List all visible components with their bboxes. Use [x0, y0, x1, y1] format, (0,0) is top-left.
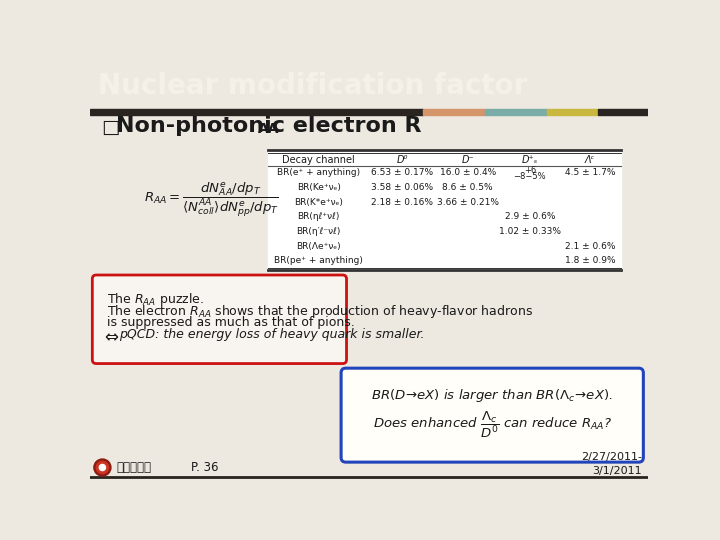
Bar	[547, 110, 598, 115]
Text: −8−5%: −8−5%	[513, 172, 546, 181]
Text: BR(Ke⁺νₑ): BR(Ke⁺νₑ)	[297, 183, 341, 192]
Text: AA: AA	[258, 123, 279, 137]
Text: □: □	[102, 119, 120, 137]
Text: 2/27/2011-
3/1/2011: 2/27/2011- 3/1/2011	[581, 453, 642, 476]
Text: 3.66 ± 0.21%: 3.66 ± 0.21%	[437, 198, 499, 207]
Bar	[269, 150, 621, 269]
Bar	[90, 110, 423, 115]
Bar	[598, 110, 648, 115]
Circle shape	[94, 459, 111, 476]
Text: BR(η′ℓ⁻νℓ): BR(η′ℓ⁻νℓ)	[297, 227, 341, 236]
Text: D⁰: D⁰	[396, 156, 408, 165]
Text: BR(K*e⁺νₑ): BR(K*e⁺νₑ)	[294, 198, 343, 207]
Text: 6.53 ± 0.17%: 6.53 ± 0.17%	[371, 168, 433, 178]
Text: 8.6 ± 0.5%: 8.6 ± 0.5%	[443, 183, 493, 192]
Bar	[423, 110, 485, 115]
Text: BR(pe⁺ + anything): BR(pe⁺ + anything)	[274, 256, 363, 265]
Circle shape	[99, 464, 106, 470]
Text: 16.0 ± 0.4%: 16.0 ± 0.4%	[440, 168, 496, 178]
Text: pQCD: the energy loss of heavy quark is smaller.: pQCD: the energy loss of heavy quark is …	[120, 328, 425, 341]
FancyBboxPatch shape	[92, 275, 346, 363]
Text: Λ⁣ᶜ: Λ⁣ᶜ	[585, 156, 595, 165]
Text: is suppressed as much as that of pions.: is suppressed as much as that of pions.	[107, 316, 355, 329]
Text: 4.5 ± 1.7%: 4.5 ± 1.7%	[564, 168, 615, 178]
Text: BR(Λe⁺νₑ): BR(Λe⁺νₑ)	[297, 241, 341, 251]
Text: +6: +6	[523, 166, 536, 175]
Text: 3.58 ± 0.06%: 3.58 ± 0.06%	[371, 183, 433, 192]
Text: ⇔: ⇔	[104, 328, 118, 346]
Text: 경북대학교: 경북대학교	[117, 461, 151, 474]
Text: Decay channel: Decay channel	[282, 156, 355, 165]
Bar	[485, 110, 547, 115]
Text: $R_{AA}=\dfrac{dN^{e}_{AA}/dp_{T}}{\langle N^{AA}_{coll}\rangle dN^{e}_{pp}/dp_{: $R_{AA}=\dfrac{dN^{e}_{AA}/dp_{T}}{\lang…	[144, 180, 279, 219]
Text: P. 36: P. 36	[191, 461, 218, 474]
Circle shape	[96, 461, 109, 474]
Text: 2.1 ± 0.6%: 2.1 ± 0.6%	[564, 241, 615, 251]
Text: Nuclear modification factor: Nuclear modification factor	[98, 72, 527, 100]
Text: D⁺ₛ: D⁺ₛ	[522, 156, 538, 165]
Text: BR(e⁺ + anything): BR(e⁺ + anything)	[277, 168, 360, 178]
Text: D⁻: D⁻	[462, 156, 474, 165]
Text: Non-photonic electron R: Non-photonic electron R	[116, 117, 421, 137]
Text: $BR(D \!\rightarrow\! eX)$ is larger than $BR(\Lambda_c \!\rightarrow\! eX)$.: $BR(D \!\rightarrow\! eX)$ is larger tha…	[372, 387, 613, 404]
Text: The electron $R_{AA}$ shows that the production of heavy-flavor hadrons: The electron $R_{AA}$ shows that the pro…	[107, 303, 533, 321]
Text: 1.8 ± 0.9%: 1.8 ± 0.9%	[564, 256, 615, 265]
Text: Does enhanced $\dfrac{\Lambda_c}{D^0}$ can reduce $R_{AA}$?: Does enhanced $\dfrac{\Lambda_c}{D^0}$ c…	[372, 410, 612, 441]
Text: BR(ηℓ⁺νℓ): BR(ηℓ⁺νℓ)	[297, 212, 340, 221]
Text: 2.9 ± 0.6%: 2.9 ± 0.6%	[505, 212, 555, 221]
Text: The $R_{AA}$ puzzle.: The $R_{AA}$ puzzle.	[107, 291, 204, 308]
FancyBboxPatch shape	[341, 368, 644, 462]
Text: 1.02 ± 0.33%: 1.02 ± 0.33%	[499, 227, 561, 236]
Text: 2.18 ± 0.16%: 2.18 ± 0.16%	[371, 198, 433, 207]
